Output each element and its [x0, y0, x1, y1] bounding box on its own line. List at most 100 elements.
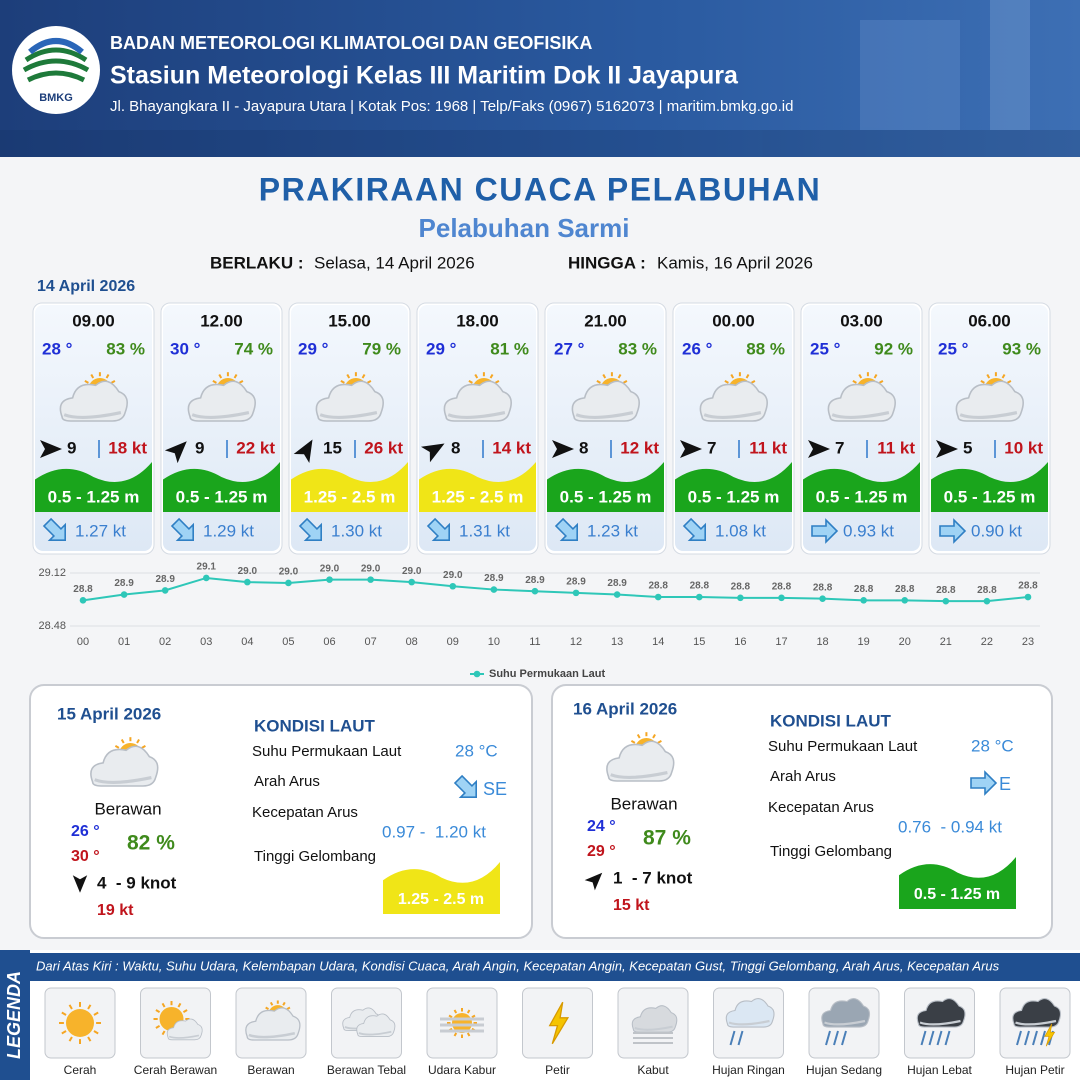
wave-shape — [163, 462, 280, 512]
sun-ray — [466, 1032, 471, 1037]
air-temp: 27 ° — [554, 339, 585, 358]
valid-from-label: BERLAKU : — [210, 253, 304, 272]
current-arrow — [811, 518, 839, 544]
legend-item: Kabut — [617, 987, 689, 1077]
cloud-shade — [610, 771, 668, 779]
cloud-shape — [571, 380, 640, 422]
legend-label: Berawan — [247, 1063, 294, 1077]
legend-label: Kabut — [637, 1063, 669, 1077]
sun-ray — [182, 1009, 188, 1013]
gust: 12 kt — [620, 438, 659, 457]
wave-height: 0.5 - 1.25 m — [48, 487, 140, 506]
cloud — [606, 740, 675, 782]
data-label: 28.8 — [977, 585, 997, 596]
sun-ray — [878, 379, 884, 384]
gust: 18 kt — [108, 438, 147, 457]
day-forecast: 15 April 2026 Berawan 26 ° 30 ° 82 % 4 - 9 kn… — [57, 704, 507, 919]
cloud-shape — [59, 380, 128, 422]
data-label: 28.8 — [936, 585, 956, 596]
forecast-card: 03.00 25 ° 92 % 7 11 kt 0.5 - 1.25 m 0.93 kt — [800, 302, 923, 555]
current-arrow — [42, 517, 66, 541]
cloud — [916, 998, 966, 1028]
current-speed-label: Kecepatan Arus — [252, 804, 358, 821]
sun-ray — [596, 379, 601, 384]
title: PRAKIRAAN CUACA PELABUHAN — [259, 171, 822, 207]
x-tick-label: 00 — [77, 636, 89, 648]
x-tick-label: 04 — [241, 636, 253, 648]
valid-from: Selasa, 14 April 2026 — [314, 253, 475, 272]
sun-ray — [212, 379, 217, 384]
cloud-shade — [358, 1030, 392, 1036]
temp-min: 24 ° — [587, 818, 616, 835]
current-arrow — [170, 517, 194, 541]
current-dir-label: Arah Arus — [770, 768, 836, 785]
data-label: 28.8 — [895, 584, 915, 595]
sun-ray — [93, 1030, 99, 1035]
wind: 4 - 9 knot — [97, 873, 177, 892]
forecast-card: 12.00 30 ° 74 % 9 22 kt 0.5 - 1.25 m 1.29 kt — [160, 302, 283, 555]
sun-ray — [852, 379, 857, 384]
cloud-shade — [919, 1019, 961, 1026]
cloud — [90, 745, 159, 787]
current-speed-label: Kecepatan Arus — [768, 799, 874, 816]
y-tick-label: 28.48 — [38, 620, 66, 632]
cloud-shape — [245, 1007, 301, 1041]
data-label: 28.8 — [813, 582, 833, 593]
current-arrow — [682, 517, 706, 541]
gust: 15 kt — [613, 897, 650, 914]
sun-ray — [177, 1002, 182, 1008]
wind-arrow — [164, 441, 187, 464]
sun-ray — [68, 1004, 73, 1010]
forecast-card: 18.00 29 ° 81 % 8 14 kt 1.25 - 2.5 m 1.31 kt — [416, 302, 539, 555]
header-band — [0, 0, 1080, 157]
date: 16 April 2026 — [573, 699, 677, 718]
cloud — [699, 380, 768, 422]
wind-arrow — [72, 875, 88, 893]
rain-drop — [1032, 1030, 1038, 1046]
gust: 14 kt — [492, 438, 531, 457]
wave-shape — [35, 462, 152, 512]
rain-drop — [729, 1030, 736, 1046]
data-label: 28.9 — [484, 573, 504, 584]
data-label: 28.9 — [566, 577, 586, 588]
data-label: 29.1 — [197, 562, 217, 573]
x-tick-label: 17 — [775, 636, 787, 648]
legend-side — [0, 950, 30, 1080]
wind-speed: 15 — [323, 438, 342, 457]
wind-speed: 7 — [835, 438, 844, 457]
wind-arrow — [808, 440, 830, 458]
sun-ray — [471, 1014, 476, 1019]
legend-item: Berawan — [235, 987, 307, 1077]
sun-ray — [980, 379, 985, 384]
legend-description: Dari Atas Kiri : Waktu, Suhu Udara, Kele… — [36, 958, 1000, 973]
rain-drop — [920, 1030, 927, 1046]
current-arrow — [453, 774, 477, 798]
time: 00.00 — [712, 311, 755, 330]
sun-ray — [346, 373, 351, 379]
time: 12.00 — [200, 311, 243, 330]
sea-heading: KONDISI LAUT — [254, 716, 376, 735]
data-label: 28.8 — [690, 581, 710, 592]
x-tick-label: 05 — [282, 636, 294, 648]
legend-item: Hujan Sedang — [806, 987, 882, 1077]
valid-to-label: HINGGA : — [568, 253, 646, 272]
rain-drop — [1040, 1030, 1046, 1046]
legend-item: Cerah — [44, 987, 116, 1077]
sun-ray — [494, 379, 500, 384]
legend-item: Hujan Lebat — [904, 987, 975, 1077]
data-label: 29.0 — [361, 563, 381, 574]
sun-ray — [87, 1036, 92, 1042]
sun-ray — [105, 373, 110, 379]
y-tick-label: 29.12 — [38, 567, 66, 579]
wave-shape — [803, 462, 920, 512]
data-label: 28.8 — [772, 581, 792, 592]
cloud-shade — [728, 1019, 770, 1026]
x-tick-label: 03 — [200, 636, 212, 648]
cloud — [187, 380, 256, 422]
cloud-shade — [703, 411, 762, 419]
cloud-shape — [1012, 998, 1062, 1028]
cloud — [315, 380, 384, 422]
logo-mark — [28, 38, 84, 55]
data-point — [490, 586, 498, 593]
current-dir-label: Arah Arus — [254, 773, 320, 790]
